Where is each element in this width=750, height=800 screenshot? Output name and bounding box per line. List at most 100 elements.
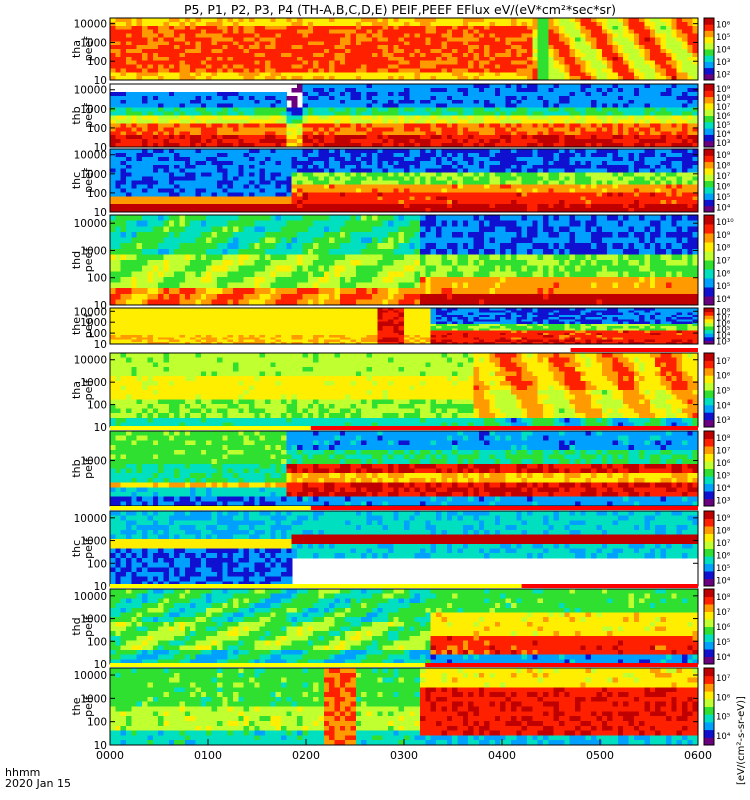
heatmap-cell <box>318 33 325 38</box>
heatmap-cell <box>559 87 565 93</box>
heatmap-cell <box>404 135 410 140</box>
heatmap-cell <box>126 200 132 205</box>
heatmap-cell <box>633 52 640 58</box>
heatmap-cell <box>361 52 368 58</box>
heatmap-cell <box>339 204 346 209</box>
heatmap-cell <box>404 127 410 132</box>
heatmap-cell <box>126 172 132 178</box>
heatmap-cell <box>302 45 309 50</box>
heatmap-cell <box>323 172 330 178</box>
heatmap-cell <box>665 95 672 101</box>
heatmap-cell <box>275 72 282 77</box>
heatmap-cell <box>542 200 549 205</box>
heatmap-cell <box>174 127 181 132</box>
heatmap-cell <box>265 176 271 182</box>
heatmap-cell <box>484 68 491 73</box>
heatmap-cell <box>297 41 304 46</box>
heatmap-cell <box>243 99 250 105</box>
heatmap-cell <box>452 37 459 42</box>
heatmap-cell <box>505 37 512 42</box>
heatmap-cell <box>200 176 207 182</box>
heatmap-cell <box>473 60 480 66</box>
heatmap-cell <box>548 49 555 54</box>
heatmap-cell <box>414 29 421 35</box>
heatmap-cell <box>489 60 496 66</box>
heatmap-cell <box>142 33 149 38</box>
heatmap-cell <box>216 135 223 140</box>
heatmap-cell <box>371 72 378 77</box>
heatmap-cell <box>398 25 405 31</box>
heatmap-cell <box>275 164 282 170</box>
heatmap-cell <box>366 68 373 73</box>
heatmap-cell <box>248 172 255 178</box>
heatmap-cell <box>323 139 330 144</box>
heatmap-cell <box>436 168 443 174</box>
heatmap-cell <box>564 172 571 178</box>
heatmap-cell <box>564 64 571 69</box>
heatmap-cell <box>591 103 598 109</box>
heatmap-cell <box>607 107 614 113</box>
heatmap-cell <box>174 76 181 81</box>
heatmap-cell <box>585 68 592 73</box>
heatmap-cell <box>559 68 565 73</box>
heatmap-cell <box>190 176 197 182</box>
heatmap-cell <box>596 204 603 209</box>
heatmap-cell <box>452 135 459 140</box>
heatmap-cell <box>248 49 255 54</box>
heatmap-cell <box>371 208 378 213</box>
heatmap-cell <box>243 208 250 213</box>
heatmap-cell <box>510 99 517 105</box>
heatmap-cell <box>585 160 592 166</box>
heatmap-cell <box>441 52 448 58</box>
heatmap-cell <box>147 139 154 144</box>
heatmap-cell <box>163 119 170 124</box>
heatmap-cell <box>206 33 213 38</box>
heatmap-cell <box>655 60 662 66</box>
heatmap-cell <box>628 84 635 89</box>
heatmap-cell <box>457 192 464 197</box>
heatmap-cell <box>473 208 480 213</box>
heatmap-cell <box>206 192 213 197</box>
heatmap-cell <box>152 33 159 38</box>
heatmap-cell <box>649 131 656 136</box>
heatmap-cell <box>152 135 159 140</box>
heatmap-cell <box>425 95 432 101</box>
heatmap-cell <box>516 180 523 186</box>
heatmap-cell <box>591 41 598 46</box>
heatmap-cell <box>286 107 293 113</box>
heatmap-cell <box>446 37 453 42</box>
heatmap-cell <box>665 111 672 117</box>
heatmap-cell <box>238 64 245 69</box>
heatmap-cell <box>671 56 678 62</box>
heatmap-cell <box>532 33 539 38</box>
heatmap-cell <box>526 29 533 35</box>
heatmap-cell <box>457 164 464 170</box>
heatmap-cell <box>126 204 132 209</box>
heatmap-cell <box>184 95 191 101</box>
heatmap-cell <box>559 111 565 117</box>
colorbar-step <box>704 134 714 142</box>
heatmap-cell <box>307 123 314 128</box>
heatmap-cell <box>355 64 362 69</box>
heatmap-cell <box>174 139 181 144</box>
heatmap-cell <box>190 49 197 54</box>
heatmap-cell <box>345 200 352 205</box>
heatmap-cell <box>617 29 624 35</box>
heatmap-cell <box>158 127 165 132</box>
heatmap-cell <box>484 25 491 31</box>
heatmap-cell <box>238 21 245 27</box>
heatmap-cell <box>414 200 421 205</box>
heatmap-cell <box>484 188 491 193</box>
heatmap-cell <box>248 21 255 27</box>
heatmap-cell <box>617 143 624 148</box>
heatmap-cell <box>195 64 202 69</box>
heatmap-cell <box>387 172 394 178</box>
heatmap-cell <box>537 123 544 128</box>
heatmap-cell <box>168 208 175 213</box>
heatmap-cell <box>639 99 646 105</box>
heatmap-cell <box>548 139 555 144</box>
heatmap-cell <box>377 99 384 105</box>
heatmap-cell <box>350 103 357 109</box>
heatmap-cell <box>377 37 384 42</box>
heatmap-cell <box>318 25 325 31</box>
